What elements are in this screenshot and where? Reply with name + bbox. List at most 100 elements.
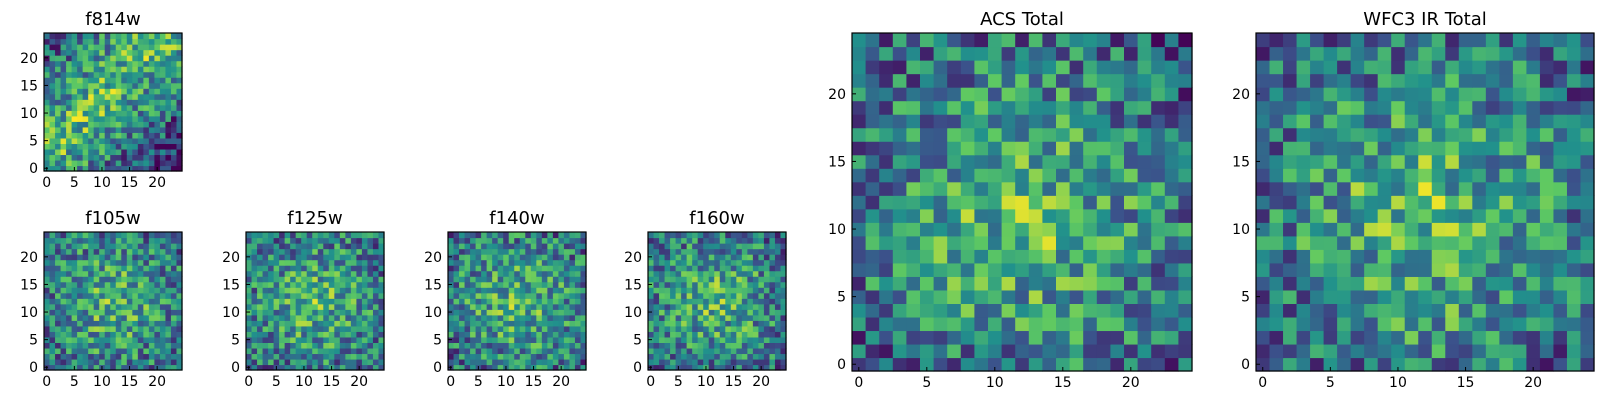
heatmap-cell <box>1553 46 1568 61</box>
heatmap-cell <box>1069 289 1084 304</box>
heatmap-cell <box>933 222 948 237</box>
heatmap-cell <box>525 347 532 355</box>
heatmap-cell <box>1283 154 1298 169</box>
heatmap-cell <box>77 298 84 305</box>
heatmap-cell <box>257 303 264 310</box>
heatmap-cell <box>960 181 975 196</box>
heatmap-cell <box>960 73 975 88</box>
heatmap-cell <box>372 232 380 239</box>
heatmap-cell <box>1028 316 1043 332</box>
heatmap-cell <box>1178 222 1193 237</box>
heatmap-cell <box>960 100 975 115</box>
heatmap-cell <box>104 44 111 51</box>
heatmap-cell <box>132 154 139 161</box>
heatmap-cell <box>268 270 275 277</box>
heatmap-cell <box>317 237 324 244</box>
heatmap-cell <box>497 314 504 321</box>
heatmap-cell <box>686 232 693 239</box>
heatmap-cell <box>563 331 571 338</box>
heatmap-cell <box>77 154 84 161</box>
heatmap-cell <box>1269 316 1284 332</box>
heatmap-cell <box>774 309 782 316</box>
heatmap-cell <box>1028 289 1043 304</box>
y-tick-label: 0 <box>1241 357 1250 373</box>
heatmap-cell <box>60 342 67 349</box>
heatmap-cell <box>93 281 100 288</box>
heatmap-cell <box>290 254 297 261</box>
heatmap-cell <box>82 364 89 371</box>
heatmap-cell <box>1458 249 1473 264</box>
heatmap-cell <box>569 358 576 366</box>
heatmap-cell <box>284 243 291 250</box>
heatmap-cell <box>741 303 748 310</box>
heatmap-cell <box>1269 73 1284 88</box>
heatmap-cell <box>154 276 161 283</box>
heatmap-cell <box>1056 208 1071 223</box>
heatmap-cell <box>763 298 771 305</box>
heatmap-cell <box>77 320 84 327</box>
heatmap-cell <box>99 347 106 355</box>
heatmap-cell <box>154 265 161 272</box>
heatmap-cell <box>508 232 515 239</box>
heatmap-cell <box>88 314 95 321</box>
heatmap-cell <box>1110 73 1125 88</box>
heatmap-cell <box>148 342 155 349</box>
heatmap-cell <box>558 243 565 250</box>
heatmap-cell <box>563 237 571 244</box>
heatmap-cell <box>730 259 737 266</box>
heatmap-cell <box>547 292 554 299</box>
heatmap-cell <box>251 287 258 294</box>
heatmap-cell <box>372 364 380 371</box>
heatmap-cell <box>1110 100 1125 115</box>
heatmap-cell <box>752 248 759 255</box>
heatmap-cell <box>536 287 543 294</box>
heatmap-cell <box>470 276 477 283</box>
heatmap-cell <box>104 281 111 288</box>
heatmap-cell <box>519 364 526 371</box>
heatmap-cell <box>574 243 582 250</box>
heatmap-cell <box>1391 33 1406 48</box>
heatmap-cell <box>525 254 532 261</box>
heatmap-cell <box>159 143 167 150</box>
heatmap-cell <box>558 232 565 239</box>
heatmap-cell <box>93 298 100 305</box>
heatmap-cell <box>99 270 106 277</box>
heatmap-cell <box>295 325 302 332</box>
heatmap-cell <box>703 353 710 360</box>
heatmap-cell <box>44 342 51 349</box>
heatmap-cell <box>492 342 499 349</box>
heatmap-cell <box>692 254 699 261</box>
heatmap-cell <box>714 270 721 277</box>
heatmap-cell <box>1096 141 1111 156</box>
heatmap-cell <box>780 314 787 321</box>
heatmap-cell <box>933 100 948 115</box>
heatmap-cell <box>1296 154 1311 169</box>
heatmap-cell <box>257 314 264 321</box>
heatmap-cell <box>279 237 286 244</box>
heatmap-cell <box>104 325 111 332</box>
heatmap-cell <box>703 314 710 321</box>
heatmap-cell <box>730 265 737 272</box>
heatmap-cell <box>306 237 313 244</box>
heatmap-cell <box>1178 100 1193 115</box>
heatmap-cell <box>752 292 759 299</box>
heatmap-cell <box>974 330 989 345</box>
heatmap-cell <box>1083 303 1098 318</box>
heatmap-cell <box>988 168 1003 183</box>
heatmap-cell <box>1283 235 1298 250</box>
heatmap-cell <box>170 342 178 349</box>
heatmap-cell <box>115 287 122 294</box>
heatmap-cell <box>763 331 771 338</box>
heatmap-cell <box>1310 235 1325 250</box>
heatmap-cell <box>323 248 330 255</box>
heatmap-cell <box>132 353 139 360</box>
heatmap-cell <box>708 254 715 261</box>
heatmap-cell <box>719 287 726 294</box>
heatmap-cell <box>60 121 67 128</box>
heatmap-cell <box>763 320 771 327</box>
heatmap-cell <box>1458 357 1473 372</box>
heatmap-cell <box>93 148 100 156</box>
heatmap-cell <box>44 232 51 239</box>
heatmap-cell <box>906 249 921 264</box>
heatmap-cell <box>356 331 363 338</box>
